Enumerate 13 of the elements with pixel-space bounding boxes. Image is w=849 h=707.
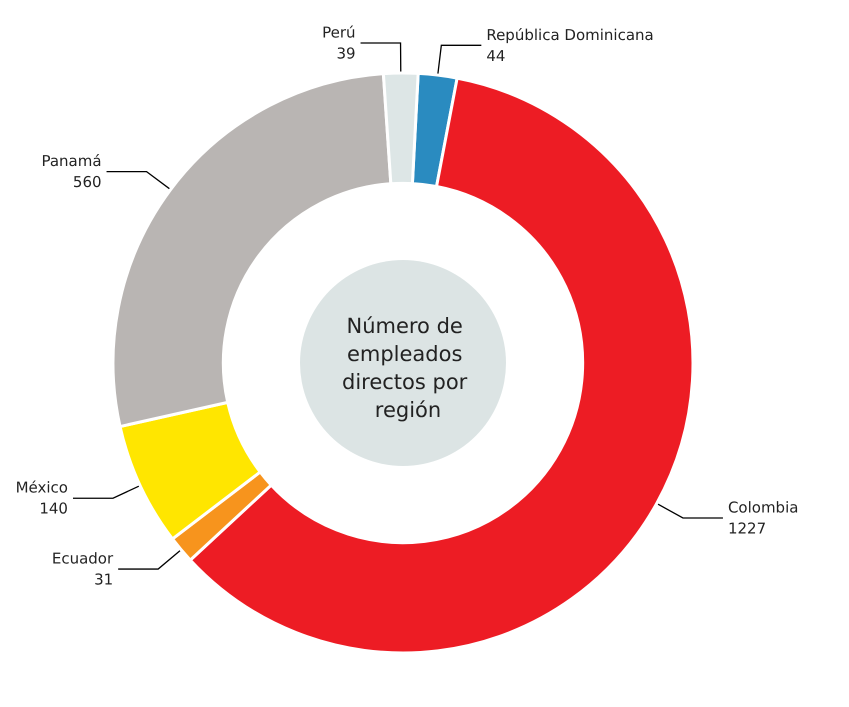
slice-label: Ecuador — [52, 550, 114, 568]
data-label: 39 — [336, 44, 356, 63]
slice-label: Perú — [322, 24, 356, 42]
data-label: 1227 — [728, 520, 766, 538]
data-label: 44 — [486, 46, 506, 65]
data-label: 140 — [39, 500, 68, 518]
data-label: 31 — [94, 570, 114, 589]
slice-label: República Dominicana — [486, 26, 654, 44]
slice-label: México — [16, 478, 68, 497]
slice-label: Panamá — [41, 152, 102, 170]
slice-label: Colombia — [728, 498, 798, 517]
data-label: 560 — [72, 173, 102, 192]
text: Número de empleados directos por región — [342, 314, 474, 422]
